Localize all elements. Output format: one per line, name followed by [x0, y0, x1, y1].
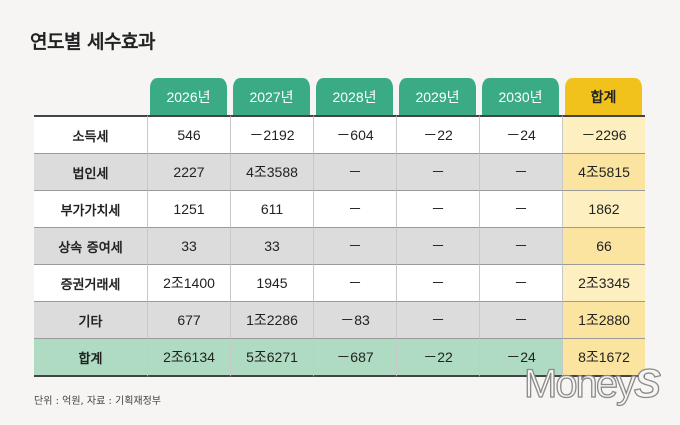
value-cell: 2조1400 — [147, 265, 230, 302]
value-cell: 33 — [230, 228, 313, 265]
value-cell: －22 — [396, 115, 479, 154]
value-cell: 546 — [147, 115, 230, 154]
total-cell: 66 — [562, 228, 645, 265]
value-cell: － — [396, 191, 479, 228]
table-row: 상속 증여세 33 33 －－－ 66 — [34, 228, 645, 265]
total-cell: 2조3345 — [562, 265, 645, 302]
column-header-year: 2030년 — [479, 78, 562, 115]
header-row: 2026년 2027년 2028년 2029년 2030년 합계 — [34, 78, 645, 115]
total-cell: 8조1672 — [562, 339, 645, 377]
value-cell: 2조6134 — [147, 339, 230, 377]
row-label: 기타 — [34, 302, 147, 339]
total-cell: 1조2880 — [562, 302, 645, 339]
table-row: 소득세 546 －2192 －604 －22 －24 －2296 — [34, 115, 645, 154]
row-label: 소득세 — [34, 115, 147, 154]
value-cell: － — [479, 154, 562, 191]
column-header-year: 2026년 — [147, 78, 230, 115]
row-label: 법인세 — [34, 154, 147, 191]
value-cell: 33 — [147, 228, 230, 265]
tax-effect-table: 2026년 2027년 2028년 2029년 2030년 합계 소득세 546 －2192 －… — [34, 78, 645, 377]
value-cell: －687 — [313, 339, 396, 377]
value-cell: － — [396, 265, 479, 302]
column-header-year: 2029년 — [396, 78, 479, 115]
column-header-year: 2027년 — [230, 78, 313, 115]
column-header-total: 합계 — [562, 78, 645, 115]
value-cell: － — [313, 154, 396, 191]
total-cell: －2296 — [562, 115, 645, 154]
value-cell: 2227 — [147, 154, 230, 191]
value-cell: － — [479, 302, 562, 339]
value-cell: －2192 — [230, 115, 313, 154]
value-cell: － — [396, 228, 479, 265]
value-cell: － — [396, 302, 479, 339]
value-cell: － — [479, 191, 562, 228]
table-row: 법인세 2227 4조3588 －－－ 4조5815 — [34, 154, 645, 191]
source-note: 단위 : 억원, 자료 : 기획재정부 — [34, 396, 162, 407]
chart-title: 연도별 세수효과 — [30, 31, 155, 53]
value-cell: 1조2286 — [230, 302, 313, 339]
value-cell: 611 — [230, 191, 313, 228]
value-cell: 1945 — [230, 265, 313, 302]
value-cell: －24 — [479, 115, 562, 154]
moneys-logo: MoneyS — [523, 361, 661, 407]
value-cell: － — [313, 265, 396, 302]
table-row: 기타 677 1조2286 －83 －－ 1조2880 — [34, 302, 645, 339]
value-cell: 5조6271 — [230, 339, 313, 377]
row-label: 부가가치세 — [34, 191, 147, 228]
column-header-year: 2028년 — [313, 78, 396, 115]
table-body: 소득세 546 －2192 －604 －22 －24 －2296 법인세 2227 4조3588 －… — [34, 115, 645, 377]
row-label: 상속 증여세 — [34, 228, 147, 265]
value-cell: － — [396, 154, 479, 191]
table-row: 증권거래세 2조1400 1945 －－－ 2조3345 — [34, 265, 645, 302]
value-cell: － — [313, 191, 396, 228]
logo-text: Money — [523, 361, 636, 406]
value-cell: －604 — [313, 115, 396, 154]
value-cell: － — [479, 265, 562, 302]
value-cell: － — [313, 228, 396, 265]
corner-cell — [34, 78, 147, 115]
total-cell: 4조5815 — [562, 154, 645, 191]
total-row: 합계 2조6134 5조6271 －687 －22 －24 8조1672 — [34, 339, 645, 377]
total-cell: 1862 — [562, 191, 645, 228]
value-cell: －22 — [396, 339, 479, 377]
row-label: 증권거래세 — [34, 265, 147, 302]
table-row: 부가가치세 1251 611 －－－ 1862 — [34, 191, 645, 228]
value-cell: 4조3588 — [230, 154, 313, 191]
logo-mark: S — [633, 361, 661, 406]
value-cell: 677 — [147, 302, 230, 339]
row-label: 합계 — [34, 339, 147, 377]
value-cell: 1251 — [147, 191, 230, 228]
value-cell: －24 — [479, 339, 562, 377]
value-cell: －83 — [313, 302, 396, 339]
value-cell: － — [479, 228, 562, 265]
